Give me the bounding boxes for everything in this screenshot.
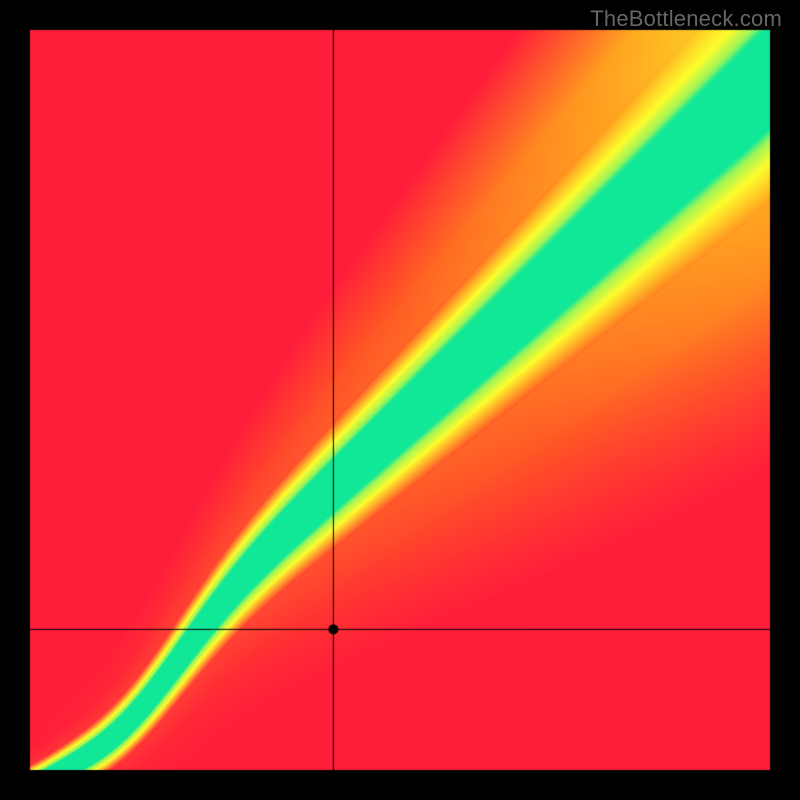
bottleneck-heatmap-canvas <box>0 0 800 800</box>
watermark-text: TheBottleneck.com <box>590 6 782 32</box>
chart-container: TheBottleneck.com <box>0 0 800 800</box>
